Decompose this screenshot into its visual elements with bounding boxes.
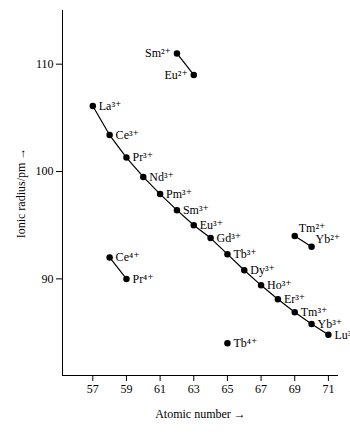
svg-text:Yb³⁺: Yb³⁺: [317, 316, 343, 331]
svg-text:Gd³⁺: Gd³⁺: [217, 231, 242, 245]
svg-text:Eu²⁺: Eu²⁺: [165, 68, 188, 82]
svg-text:59: 59: [120, 382, 132, 396]
svg-text:67: 67: [255, 382, 267, 396]
svg-text:63: 63: [188, 382, 200, 396]
svg-text:Tb⁴⁺: Tb⁴⁺: [233, 336, 257, 350]
svg-text:65: 65: [221, 382, 233, 396]
svg-text:Ho³⁺: Ho³⁺: [267, 278, 292, 292]
svg-text:Atomic number →: Atomic number →: [155, 407, 246, 421]
svg-text:Tm³⁺: Tm³⁺: [300, 305, 328, 319]
svg-text:Lu³⁺: Lu³⁺: [334, 328, 350, 342]
svg-text:110: 110: [36, 57, 54, 71]
svg-text:La³⁺: La³⁺: [99, 99, 122, 113]
svg-text:Nd³⁺: Nd³⁺: [149, 170, 174, 184]
svg-text:Eu³⁺: Eu³⁺: [199, 218, 223, 232]
svg-text:Yb²⁺: Yb²⁺: [316, 232, 341, 246]
svg-text:Sm²⁺: Sm²⁺: [145, 46, 171, 60]
svg-text:Pr⁴⁺: Pr⁴⁺: [132, 272, 153, 286]
svg-text:Pr³⁺: Pr³⁺: [132, 150, 153, 164]
svg-text:Er³⁺: Er³⁺: [283, 292, 306, 307]
svg-text:100: 100: [36, 164, 54, 178]
svg-text:61: 61: [154, 382, 166, 396]
svg-text:Tm²⁺: Tm²⁺: [298, 220, 326, 235]
svg-text:Ce⁴⁺: Ce⁴⁺: [116, 250, 140, 264]
svg-text:57: 57: [87, 382, 99, 396]
svg-text:Sm³⁺: Sm³⁺: [183, 203, 209, 217]
svg-text:71: 71: [322, 382, 334, 396]
svg-text:Ionic radius/pm →: Ionic radius/pm →: [14, 148, 28, 239]
svg-text:Pm³⁺: Pm³⁺: [166, 187, 192, 201]
svg-text:Ce³⁺: Ce³⁺: [116, 128, 139, 142]
svg-text:Tb³⁺: Tb³⁺: [233, 247, 256, 261]
svg-text:69: 69: [289, 382, 301, 396]
svg-text:90: 90: [42, 272, 54, 286]
svg-text:Dy³⁺: Dy³⁺: [250, 263, 275, 277]
